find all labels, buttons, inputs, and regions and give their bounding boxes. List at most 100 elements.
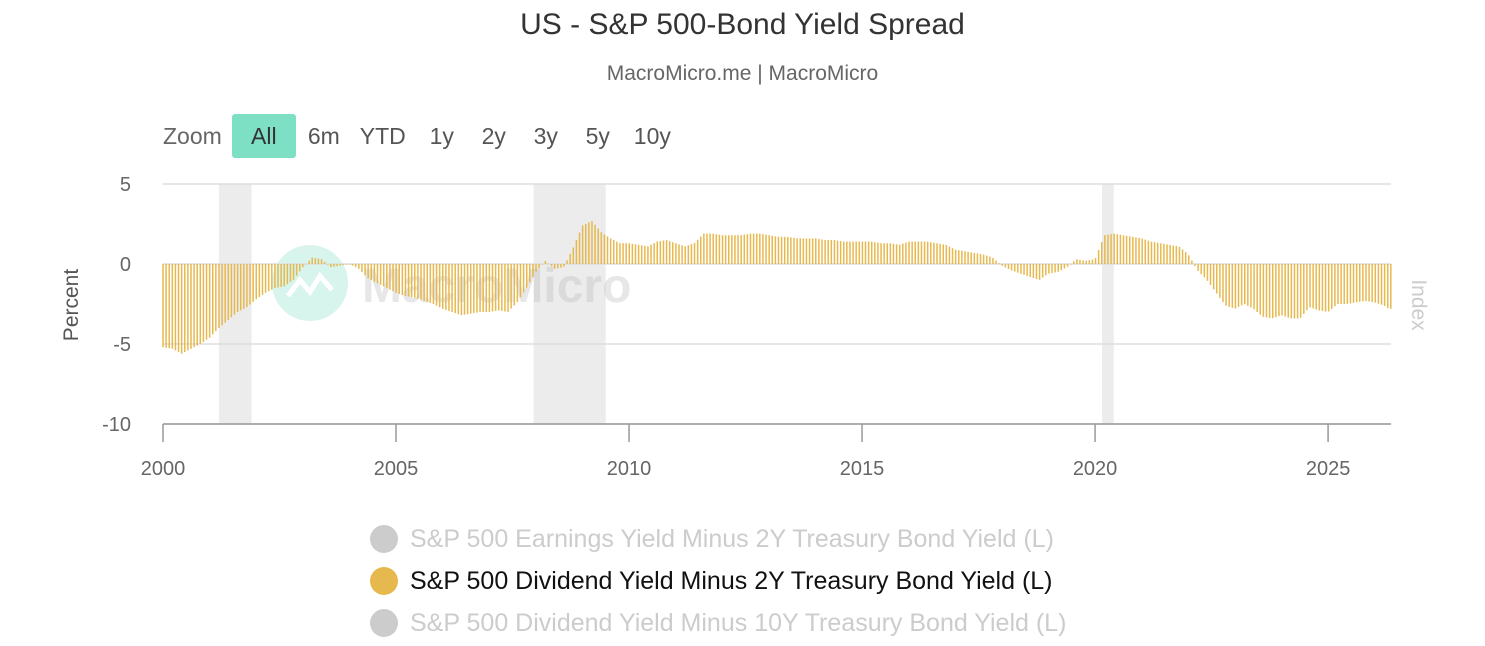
series-bar xyxy=(1243,264,1246,305)
series-bar xyxy=(892,243,895,264)
zoom-1y-button[interactable]: 1y xyxy=(429,123,454,149)
series-bar xyxy=(706,233,708,264)
series-bar xyxy=(964,251,966,264)
series-bar xyxy=(1225,264,1227,306)
zoom-all-button[interactable]: All xyxy=(231,114,296,158)
series-bar xyxy=(678,244,680,264)
series-bar xyxy=(1091,259,1094,264)
watermark: MacroMicro xyxy=(272,245,631,321)
series-bar xyxy=(326,264,329,265)
zoom-bar: Zoom All 6m YTD 1y 2y 3y 5y 10y xyxy=(163,114,683,158)
series-bar xyxy=(420,264,422,300)
series-bar xyxy=(821,239,823,264)
series-bar xyxy=(252,264,254,302)
series-bar xyxy=(491,264,494,312)
series-bar xyxy=(184,264,186,352)
series-bar xyxy=(258,264,261,298)
legend-item-dividend-yield-10y[interactable]: S&P 500 Dividend Yield Minus 10Y Treasur… xyxy=(370,602,1066,644)
series-bar xyxy=(1160,243,1162,264)
series-bar xyxy=(883,243,885,264)
series-bar xyxy=(330,264,332,268)
series-bar xyxy=(1144,239,1147,264)
series-bar xyxy=(211,264,214,335)
series-bar xyxy=(435,264,438,306)
legend: S&P 500 Earnings Yield Minus 2Y Treasury… xyxy=(370,518,1066,644)
series-bar xyxy=(898,244,901,264)
legend-item-earnings-yield-2y[interactable]: S&P 500 Earnings Yield Minus 2Y Treasury… xyxy=(370,518,1066,560)
series-bar xyxy=(1001,264,1004,266)
series-bar xyxy=(942,244,944,264)
series-bar xyxy=(522,264,525,293)
series-bar xyxy=(796,238,798,264)
series-bar xyxy=(563,264,565,267)
series-bar xyxy=(243,264,245,309)
series-bar xyxy=(261,264,264,295)
series-bar xyxy=(961,250,963,264)
x-tick-label: 2010 xyxy=(607,458,652,480)
series-bar xyxy=(494,264,497,311)
series-bar xyxy=(752,233,755,264)
series-bar xyxy=(874,242,876,264)
series-bar xyxy=(448,264,450,311)
series-bar xyxy=(1094,258,1097,264)
zoom-ytd-button[interactable]: YTD xyxy=(359,123,406,149)
series-bar xyxy=(395,264,397,293)
zoom-2y-button[interactable]: 2y xyxy=(481,123,506,149)
legend-item-dividend-yield-2y[interactable]: S&P 500 Dividend Yield Minus 2Y Treasury… xyxy=(370,560,1066,602)
series-bar xyxy=(1212,264,1215,290)
series-bar xyxy=(544,260,547,264)
series-bar xyxy=(721,235,724,264)
series-bar xyxy=(914,241,916,264)
series-bar xyxy=(1256,264,1258,312)
series-bar xyxy=(280,264,282,287)
series-bar xyxy=(948,246,951,264)
series-bar xyxy=(1023,264,1025,275)
series-bar xyxy=(488,264,491,312)
zoom-5y-button[interactable]: 5y xyxy=(585,123,610,149)
series-bar xyxy=(230,264,233,318)
series-bar xyxy=(1368,264,1370,302)
zoom-10y-button[interactable]: 10y xyxy=(633,123,671,149)
series-bar xyxy=(1293,264,1296,319)
series-bar xyxy=(463,264,466,315)
series-bar xyxy=(982,254,985,264)
series-bar xyxy=(1035,264,1038,280)
series-bar xyxy=(731,235,733,264)
series-bar xyxy=(1073,261,1075,264)
series-bar xyxy=(382,264,385,287)
series-bar xyxy=(1051,264,1053,273)
series-bar xyxy=(637,244,640,264)
series-bar xyxy=(553,264,556,269)
series-bar xyxy=(1337,264,1339,304)
series-bar xyxy=(358,264,360,269)
series-bar xyxy=(1253,264,1255,310)
series-bar xyxy=(1097,249,1100,264)
series-bar xyxy=(656,241,658,264)
series-bar xyxy=(755,233,758,264)
series-bar xyxy=(1312,264,1314,309)
series-bar xyxy=(351,264,354,266)
series-bar xyxy=(712,233,714,264)
series-bar xyxy=(1163,243,1165,264)
series-bar xyxy=(594,224,596,264)
series-bar xyxy=(718,234,721,264)
chart-title: US - S&P 500-Bond Yield Spread xyxy=(520,8,965,41)
series-bar xyxy=(305,263,307,265)
series-bar xyxy=(1045,264,1047,276)
series-bar xyxy=(451,264,453,313)
zoom-3y-button[interactable]: 3y xyxy=(533,123,558,149)
series-bar xyxy=(1216,264,1218,294)
series-bar xyxy=(1290,264,1293,319)
series-bar xyxy=(1259,264,1262,315)
x-tick-label: 2020 xyxy=(1073,458,1118,480)
series-bar xyxy=(855,241,857,264)
series-bar xyxy=(793,237,795,264)
y-tick-label: -5 xyxy=(113,334,131,356)
series-bar xyxy=(743,234,746,264)
series-bar xyxy=(1017,264,1019,273)
series-bar xyxy=(1107,234,1109,264)
series-bar xyxy=(1240,264,1243,306)
zoom-6m-button[interactable]: 6m xyxy=(307,123,340,149)
series-bar xyxy=(202,264,205,342)
